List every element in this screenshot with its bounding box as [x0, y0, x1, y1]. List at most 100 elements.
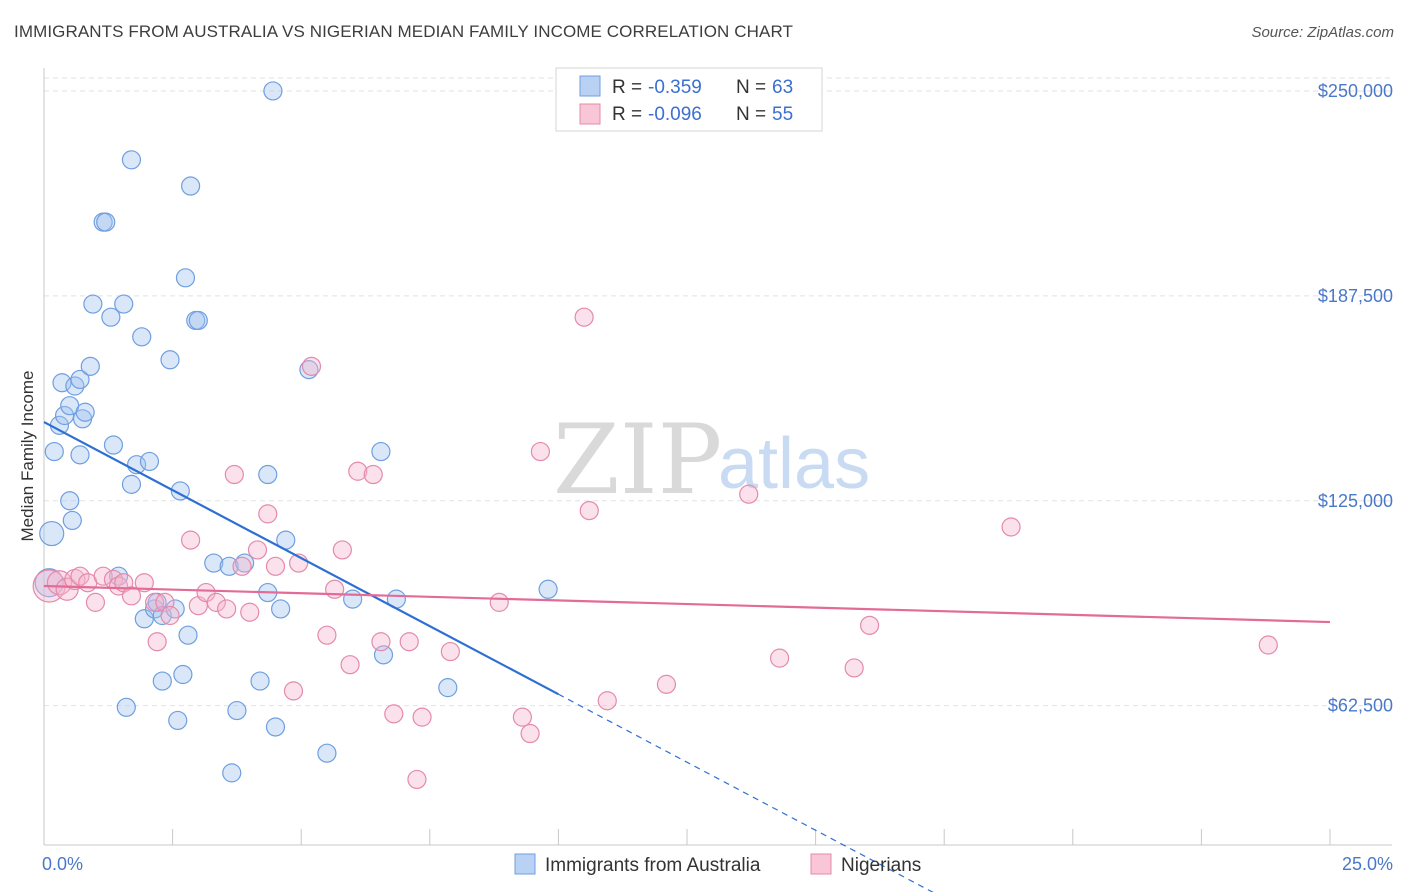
data-point: [108, 576, 129, 596]
x-tick-label: 0.0%: [42, 854, 83, 874]
data-point: [121, 586, 142, 606]
data-point: [399, 632, 419, 652]
y-tick-label: $62,500: [1328, 696, 1393, 716]
data-point: [132, 327, 152, 347]
data-point: [371, 441, 391, 462]
x-axis-ticks: 0.0% 25.0%: [42, 854, 1393, 874]
data-point: [538, 579, 558, 599]
data-point: [597, 691, 617, 711]
data-point: [240, 602, 260, 622]
data-point: [70, 566, 90, 586]
x-tick-label: 25.0%: [1342, 854, 1393, 874]
data-point: [412, 707, 432, 727]
data-point: [227, 700, 247, 721]
watermark: ZIP atlas: [553, 404, 870, 516]
data-point: [222, 763, 242, 783]
data-point: [217, 599, 237, 619]
data-point: [363, 464, 383, 485]
legend-n-label-australia: N =: [736, 77, 766, 98]
data-point: [116, 697, 136, 717]
data-point: [188, 310, 208, 331]
data-point: [175, 268, 196, 288]
watermark-atlas: atlas: [718, 424, 870, 504]
data-point: [332, 540, 352, 560]
data-point: [317, 743, 337, 763]
data-point: [39, 520, 65, 547]
data-point: [407, 769, 427, 790]
data-point: [232, 556, 252, 576]
y-axis-ticks: $62,500 $125,000 $187,500 $250,000: [1318, 81, 1393, 716]
data-point: [224, 464, 244, 485]
data-point: [301, 356, 322, 376]
data-point: [299, 360, 319, 380]
legend-r-label-australia: R =: [612, 77, 642, 98]
data-point: [44, 441, 64, 462]
data-point: [65, 376, 85, 396]
data-point: [263, 81, 283, 101]
series-nigerians: [32, 307, 1278, 790]
data-point: [438, 678, 458, 698]
series-legend: Immigrants from Australia Nigerians: [514, 853, 921, 876]
y-tick-label: $125,000: [1318, 491, 1393, 511]
data-point: [147, 632, 167, 652]
data-point: [108, 566, 129, 586]
data-point: [168, 710, 188, 731]
y-tick-label: $187,500: [1318, 286, 1393, 306]
data-point: [70, 445, 90, 465]
data-point: [258, 504, 278, 524]
data-point: [178, 625, 198, 645]
legend-n-value-australia: 63: [772, 77, 793, 98]
series-australia: [34, 81, 558, 783]
data-point: [283, 681, 304, 701]
correlation-legend: R = -0.359 N = 63 R = -0.096 N = 55: [555, 67, 823, 132]
trend-line-australia: [43, 421, 559, 696]
data-point: [165, 599, 185, 619]
data-point: [440, 641, 460, 662]
data-point: [348, 461, 368, 481]
data-point: [325, 579, 345, 599]
data-point: [160, 350, 180, 370]
data-point: [60, 491, 80, 511]
data-point: [152, 671, 172, 691]
data-point: [656, 674, 677, 694]
data-point: [343, 589, 363, 609]
data-point: [121, 150, 142, 170]
data-point: [75, 402, 95, 422]
data-point: [70, 369, 90, 390]
legend-r-label-nigerians: R =: [612, 104, 642, 125]
data-point: [196, 582, 216, 603]
trend-lines: [43, 421, 1331, 892]
data-point: [844, 658, 864, 678]
data-point: [512, 707, 532, 727]
data-point: [139, 451, 160, 472]
legend-r-value-nigerians: -0.096: [648, 104, 702, 125]
axes: [43, 68, 1392, 846]
data-point: [739, 484, 759, 504]
data-point: [181, 176, 201, 196]
data-point: [121, 474, 142, 494]
y-axis-label: Median Family Income: [18, 370, 37, 541]
data-point: [384, 704, 404, 724]
data-point: [371, 632, 391, 652]
data-point: [520, 723, 540, 744]
data-point: [62, 510, 82, 531]
data-point: [250, 671, 270, 691]
data-point: [317, 625, 337, 645]
data-point: [144, 592, 165, 612]
data-point: [271, 599, 291, 619]
chart-title: IMMIGRANTS FROM AUSTRALIA VS NIGERIAN ME…: [14, 22, 793, 41]
legend-swatch-australia: [579, 75, 601, 97]
data-point: [93, 566, 113, 586]
data-point: [574, 307, 594, 327]
legend-r-value-australia: -0.359: [648, 77, 702, 98]
data-point: [114, 294, 134, 314]
data-point: [489, 592, 509, 612]
data-point: [1258, 635, 1278, 655]
legend-swatch-nigerians: [579, 103, 601, 125]
data-point: [769, 648, 790, 668]
trend-line-extension-australia: [558, 693, 934, 892]
data-point: [134, 573, 154, 593]
data-point: [265, 717, 286, 737]
data-point: [340, 655, 360, 675]
